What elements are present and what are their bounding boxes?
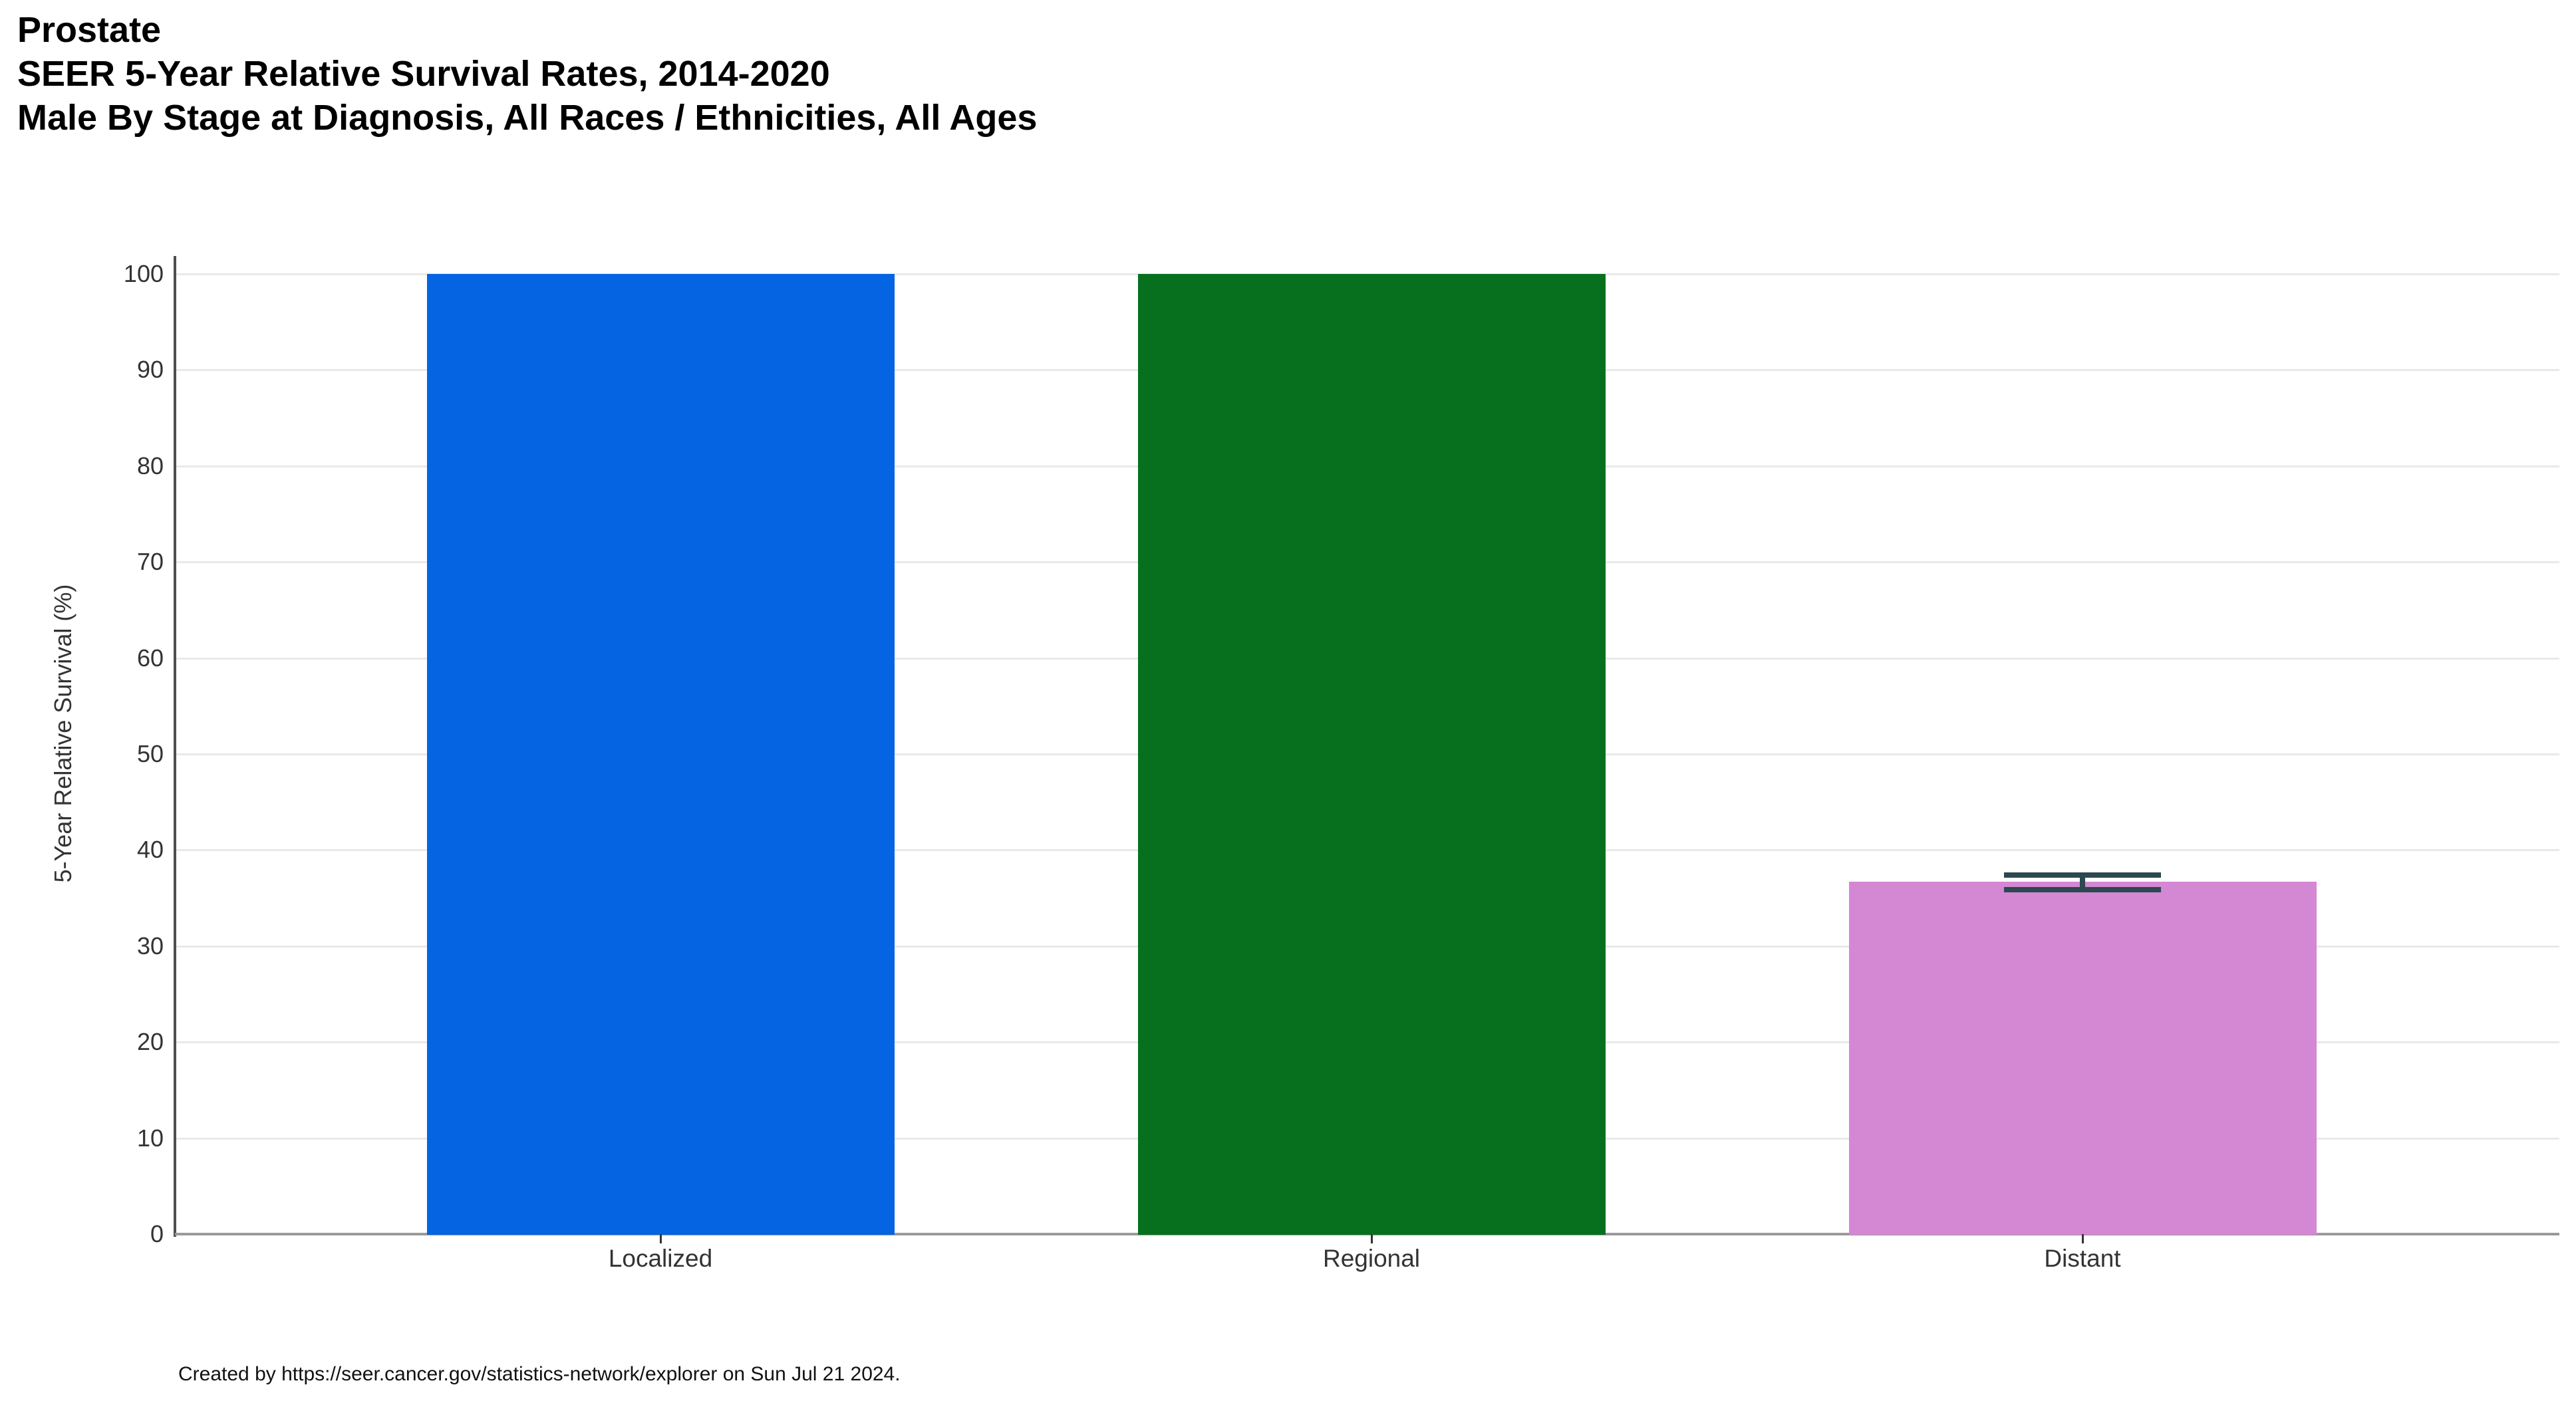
x-tick-distant bbox=[2082, 1234, 2084, 1243]
bar-distant bbox=[1848, 882, 2317, 1235]
y-tick-label-90: 90 bbox=[136, 356, 164, 384]
error-bar-stem-distant bbox=[2080, 874, 2085, 890]
y-tick-label-0: 0 bbox=[150, 1220, 164, 1247]
y-tick-label-80: 80 bbox=[136, 451, 164, 479]
x-tick-label-localized: Localized bbox=[608, 1245, 713, 1272]
bar-localized bbox=[426, 274, 895, 1235]
y-tick-label-60: 60 bbox=[136, 644, 164, 672]
x-tick-localized bbox=[660, 1234, 662, 1243]
error-bar-cap-lower-distant bbox=[2004, 886, 2161, 892]
chart-title: Prostate SEER 5-Year Relative Survival R… bbox=[17, 8, 1037, 140]
y-axis-line bbox=[174, 256, 176, 1237]
y-tick-label-70: 70 bbox=[136, 548, 164, 576]
chart-title-line2: SEER 5-Year Relative Survival Rates, 201… bbox=[17, 54, 830, 94]
x-tick-regional bbox=[1371, 1234, 1373, 1243]
x-tick-label-regional: Regional bbox=[1322, 1245, 1421, 1272]
chart-title-line1: Prostate bbox=[17, 10, 162, 50]
y-tick-label-40: 40 bbox=[136, 836, 164, 864]
y-tick-label-50: 50 bbox=[136, 740, 164, 767]
y-tick-label-20: 20 bbox=[136, 1028, 164, 1056]
y-tick-label-100: 100 bbox=[123, 260, 164, 287]
y-tick-label-10: 10 bbox=[136, 1124, 164, 1152]
x-tick-label-distant: Distant bbox=[2044, 1245, 2121, 1272]
y-tick-label-30: 30 bbox=[136, 932, 164, 959]
bar-regional bbox=[1137, 274, 1606, 1235]
footer-credit: Created by https://seer.cancer.gov/stati… bbox=[178, 1363, 901, 1385]
chart-title-line3: Male By Stage at Diagnosis, All Races / … bbox=[17, 98, 1038, 138]
